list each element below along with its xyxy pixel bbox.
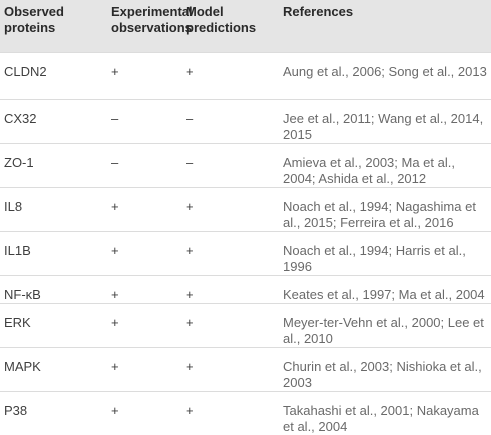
table-cell: + [107, 188, 182, 232]
header-cell: References [279, 0, 491, 53]
table-row: P38++Takahashi et al., 2001; Nakayama et… [0, 392, 491, 435]
table-cell: + [182, 392, 279, 435]
table-cell: + [182, 188, 279, 232]
table-row: CX32––Jee et al., 2011; Wang et al., 201… [0, 100, 491, 144]
table-cell: MAPK [0, 348, 107, 392]
table-cell: + [107, 232, 182, 276]
table-cell: + [107, 276, 182, 304]
table-row: NF-κB++Keates et al., 1997; Ma et al., 2… [0, 276, 491, 304]
table-row: IL1B++Noach et al., 1994; Harris et al.,… [0, 232, 491, 276]
table-cell: + [182, 232, 279, 276]
reference-cell: Amieva et al., 2003; Ma et al., 2004; As… [279, 144, 491, 188]
table-cell: + [182, 276, 279, 304]
table-cell: – [182, 100, 279, 144]
reference-cell: Churin et al., 2003; Nishioka et al., 20… [279, 348, 491, 392]
table-cell: ZO-1 [0, 144, 107, 188]
page: {"table": { "header": ["Observed protein… [0, 0, 491, 421]
table-cell: + [107, 53, 182, 100]
table-cell: + [182, 304, 279, 348]
header-cell: Observed proteins [0, 0, 107, 53]
table-cell: IL8 [0, 188, 107, 232]
table-row: IL8++Noach et al., 1994; Nagashima et al… [0, 188, 491, 232]
table-cell: CLDN2 [0, 53, 107, 100]
table-cell: + [182, 53, 279, 100]
table-cell: NF-κB [0, 276, 107, 304]
reference-cell: Noach et al., 1994; Harris et al., 1996 [279, 232, 491, 276]
table-cell: – [107, 100, 182, 144]
reference-cell: Noach et al., 1994; Nagashima et al., 20… [279, 188, 491, 232]
table-cell: + [107, 304, 182, 348]
header-cell: Model predictions [182, 0, 279, 53]
reference-cell: Aung et al., 2006; Song et al., 2013 [279, 53, 491, 100]
table-cell: + [107, 348, 182, 392]
table-cell: ERK [0, 304, 107, 348]
reference-cell: Takahashi et al., 2001; Nakayama et al.,… [279, 392, 491, 435]
table-cell: + [107, 392, 182, 435]
reference-cell: Meyer-ter-Vehn et al., 2000; Lee et al.,… [279, 304, 491, 348]
table-row: ZO-1––Amieva et al., 2003; Ma et al., 20… [0, 144, 491, 188]
reference-cell: Jee et al., 2011; Wang et al., 2014, 201… [279, 100, 491, 144]
reference-cell: Keates et al., 1997; Ma et al., 2004 [279, 276, 491, 304]
table-row: ERK++Meyer-ter-Vehn et al., 2000; Lee et… [0, 304, 491, 348]
table-row: MAPK++Churin et al., 2003; Nishioka et a… [0, 348, 491, 392]
table-row: CLDN2++Aung et al., 2006; Song et al., 2… [0, 53, 491, 100]
table-cell: IL1B [0, 232, 107, 276]
table-cell: P38 [0, 392, 107, 435]
table-cell: CX32 [0, 100, 107, 144]
table-cell: – [182, 144, 279, 188]
table-cell: + [182, 348, 279, 392]
header-cell: Experimental observations [107, 0, 182, 53]
table-cell: – [107, 144, 182, 188]
